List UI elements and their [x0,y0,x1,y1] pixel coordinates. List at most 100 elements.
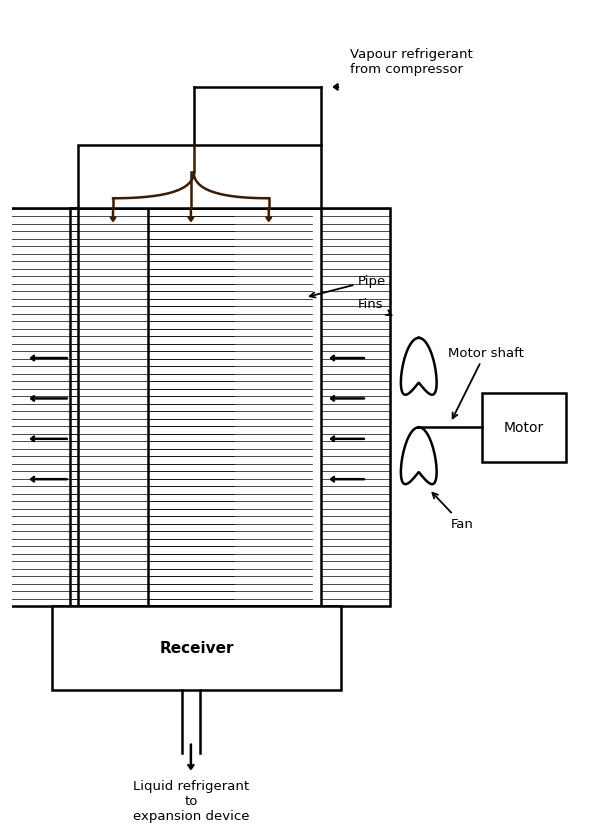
Bar [321,539,390,547]
Bar [148,337,312,344]
Bar [70,382,234,390]
Bar [321,562,390,569]
Bar [0,299,78,307]
Bar [148,299,312,307]
Bar [321,351,390,359]
Bar [70,539,234,547]
Bar [0,524,78,532]
Bar [148,390,312,397]
Bar [0,224,78,232]
Text: Vapour refrigerant
from compressor: Vapour refrigerant from compressor [350,48,472,76]
Bar [321,299,390,307]
Bar [70,337,234,344]
Bar [321,457,390,464]
Bar [321,501,390,509]
Bar [321,479,390,486]
Bar [0,382,78,390]
Bar [148,382,312,390]
Bar [148,366,312,374]
Bar [321,442,390,449]
Bar [148,509,312,517]
Bar [70,524,234,532]
Bar [0,471,78,479]
Bar [321,434,390,442]
Bar [70,427,234,434]
Bar [321,337,390,344]
Bar [148,314,312,322]
Bar [0,599,78,606]
Bar [70,419,234,427]
Bar [321,246,390,255]
Bar [0,404,78,412]
Bar [148,599,312,606]
Bar [148,351,312,359]
Bar [70,412,234,419]
Bar [148,277,312,284]
Bar [0,374,78,382]
Bar [321,427,390,434]
Bar [321,284,390,292]
Text: Pipe: Pipe [310,275,386,299]
Bar [148,562,312,569]
Bar [321,584,390,591]
Bar [70,554,234,562]
Text: Liquid refrigerant
to
expansion device: Liquid refrigerant to expansion device [133,779,249,822]
Bar [0,208,78,606]
Bar [70,494,234,501]
Bar [321,524,390,532]
Text: Fan: Fan [433,493,474,531]
Bar [78,208,321,606]
Bar [148,239,312,246]
Bar [321,532,390,539]
Bar [0,270,78,277]
Bar [0,322,78,329]
Bar [70,359,234,366]
Bar [148,554,312,562]
Text: Fins: Fins [358,298,391,316]
Bar [148,322,312,329]
Bar [0,255,78,262]
Bar [321,209,390,217]
Bar [148,532,312,539]
Bar [321,322,390,329]
Bar [78,146,321,208]
Bar [321,599,390,606]
Bar [0,209,78,217]
Bar [0,547,78,554]
Bar [0,517,78,524]
Bar [148,569,312,576]
Bar [70,299,234,307]
Bar [148,584,312,591]
Bar [70,262,234,270]
Bar [148,307,312,314]
Bar [70,442,234,449]
Bar [0,284,78,292]
Bar [148,284,312,292]
Bar [148,501,312,509]
Bar [70,486,234,494]
Bar [321,366,390,374]
Bar [70,246,234,255]
Bar [0,314,78,322]
Bar [148,524,312,532]
Bar [148,547,312,554]
Bar [321,449,390,457]
Bar [0,351,78,359]
Bar [70,366,234,374]
Bar [148,434,312,442]
Bar [70,434,234,442]
Bar [321,374,390,382]
Text: Motor shaft: Motor shaft [448,347,523,418]
Bar [0,569,78,576]
Bar [148,471,312,479]
Bar [321,464,390,471]
Bar [321,397,390,404]
Bar [52,606,341,690]
Bar [321,262,390,270]
Bar [321,404,390,412]
Bar [148,517,312,524]
Bar [321,390,390,397]
Bar [321,255,390,262]
Bar [70,292,234,299]
Bar [321,232,390,239]
